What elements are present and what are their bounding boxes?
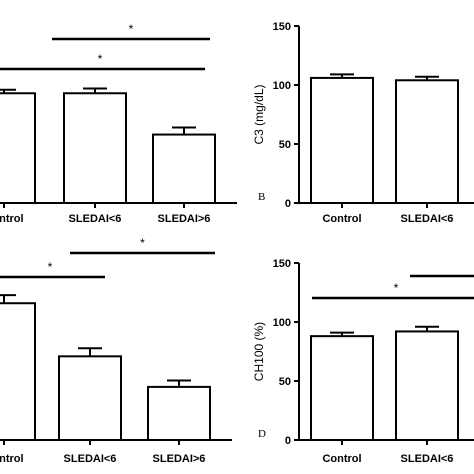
x-tick-label: Control	[0, 213, 24, 225]
bar	[395, 330, 459, 441]
panel-letter: B	[258, 191, 265, 203]
y-axis-label: CH100 (%)	[252, 322, 266, 381]
bar	[0, 302, 36, 441]
bar	[63, 92, 127, 204]
significance-star: *	[394, 281, 399, 295]
x-tick-label: SLEDAI<6	[401, 453, 454, 465]
significance-star: *	[140, 236, 145, 250]
significance-star: *	[48, 260, 53, 274]
bar	[310, 335, 374, 441]
y-tick-label: 50	[279, 376, 291, 388]
y-tick-label: 0	[285, 198, 291, 210]
panel-a-c4-chart: Control SLEDAI<6 SLEDAI>6 * *	[0, 22, 237, 225]
y-tick-label: 100	[273, 317, 291, 329]
x-tick-label: SLEDAI<6	[69, 213, 122, 225]
panel-letter: D	[258, 428, 266, 440]
significance-star: *	[98, 52, 103, 66]
bar	[58, 355, 122, 441]
panel-b-c3-chart: 0 50 100 150 Control SLEDAI<6 C3 (mg/dL) B	[252, 21, 474, 225]
bar	[310, 76, 374, 204]
x-tick-label: SLEDAI<6	[64, 453, 117, 465]
y-tick-label: 150	[273, 21, 291, 33]
y-tick-label: 150	[273, 258, 291, 270]
panel-d-ch100-chart: 0 50 100 150 Control SLEDAI<6 * CH100 (%) D	[252, 258, 474, 465]
bar	[152, 133, 216, 204]
x-tick-label: Control	[322, 213, 361, 225]
y-tick-label: 50	[279, 139, 291, 151]
x-tick-label: Control	[322, 453, 361, 465]
x-tick-label: SLEDAI>6	[158, 213, 211, 225]
x-tick-label: Control	[0, 453, 24, 465]
x-tick-label: SLEDAI<6	[401, 213, 454, 225]
bar	[0, 92, 36, 204]
y-axis-label: C3 (mg/dL)	[252, 84, 266, 144]
panel-c-c3-chart: Control SLEDAI<6 SLEDAI>6 * *	[0, 236, 232, 465]
x-tick-label: SLEDAI>6	[153, 453, 206, 465]
bar	[147, 385, 211, 441]
y-tick-label: 0	[285, 435, 291, 447]
y-tick-label: 100	[273, 80, 291, 92]
significance-star: *	[129, 22, 134, 36]
bar	[395, 79, 459, 204]
